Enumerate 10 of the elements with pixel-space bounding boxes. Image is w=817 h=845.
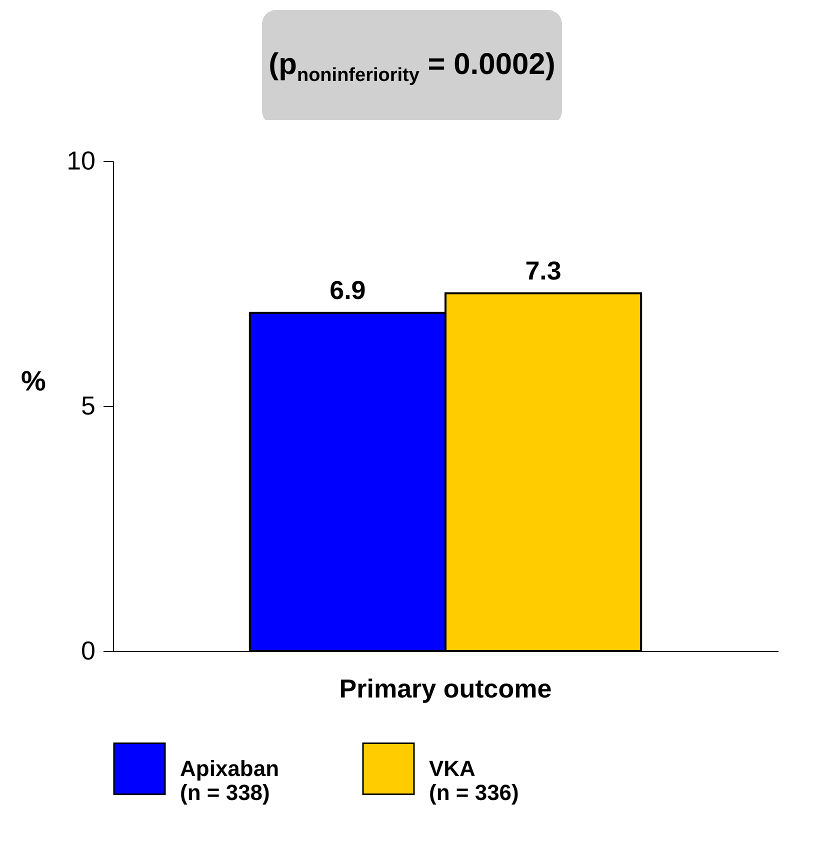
data-label: 6.9: [330, 274, 366, 305]
data-label: 7.3: [525, 255, 562, 286]
legend-label: Apixaban (n = 338): [180, 756, 280, 805]
x-tick-label: Primary outcome: [339, 674, 552, 704]
chart-title: (p$_{noninferiority}$ = 0.0002): [268, 48, 556, 87]
y-axis-title: %: [21, 366, 46, 396]
y-tick-label: 10: [66, 146, 96, 176]
legend-label: VKA (n = 336): [429, 756, 519, 805]
y-tick-label: 5: [81, 390, 96, 420]
y-tick-label: 0: [81, 636, 96, 666]
